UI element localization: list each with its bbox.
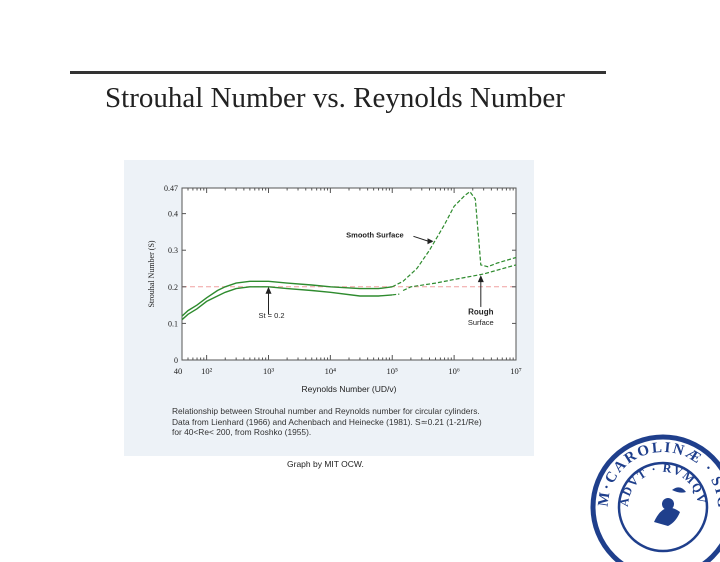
annotation-rough: Rough	[468, 307, 493, 316]
slide-title: Strouhal Number vs. Reynolds Number	[105, 82, 565, 114]
x-axis-label: Reynolds Number (UD/v)	[302, 384, 397, 394]
seal-emblem	[654, 487, 686, 526]
smooth-surface-upper-line	[391, 190, 517, 288]
caption-line: Relationship between Strouhal number and…	[172, 406, 480, 416]
x-tick-label: 40	[174, 366, 183, 376]
annotation-arrowhead	[265, 286, 272, 294]
x-tick-label: 10²	[201, 366, 213, 376]
plot-area	[181, 187, 517, 361]
annotation-surface: Surface	[468, 318, 494, 327]
annotation-smooth-surface: Smooth Surface	[346, 230, 404, 239]
caption-line: for 40<Re< 200, from Roshko (1955).	[172, 427, 312, 437]
x-tick-label: 10⁵	[387, 366, 399, 376]
y-tick-label: 0.1	[168, 319, 178, 328]
y-tick-label: 0.3	[168, 246, 178, 255]
title-rule	[70, 71, 606, 74]
smooth-surface-upper-line	[181, 280, 393, 317]
x-tick-label: 10³	[263, 366, 275, 376]
x-tick-label: 10⁴	[325, 366, 337, 376]
figure-caption: Relationship between Strouhal number and…	[172, 406, 532, 438]
seal-outer-ring	[590, 434, 720, 562]
y-tick-label: 0.4	[168, 210, 178, 219]
smooth-surface-lower-line	[181, 286, 393, 321]
annotation-arrowhead	[477, 275, 484, 283]
y-axis-label: Strouhal Number (S)	[147, 240, 156, 307]
x-tick-label: 10⁷	[510, 366, 522, 376]
y-tick-label: 0	[174, 356, 178, 365]
svg-text:ADVT · RVMQV: ADVT · RVMQV	[617, 461, 709, 508]
rough-surface-upper-line	[402, 264, 517, 292]
caption-line: Data from Lienhard (1966) and Achenbach …	[172, 416, 482, 427]
strouhal-chart: 0 0.1 0.2 0.3 0.4 0.47 40 10² 10³ 10⁴ 10⁵ 10⁶ 10⁷ Rey…	[147, 184, 522, 394]
y-tick-label: 0.47	[164, 184, 178, 193]
y-tick-label: 0.2	[168, 283, 178, 292]
university-seal-logo: M·CAROLINÆ · SIGILL ADVT · RVMQV	[588, 412, 720, 562]
annotation-st-0-2: St = 0.2	[258, 311, 284, 320]
graph-credit: Graph by MIT OCW.	[287, 459, 364, 469]
annotation-arrowhead	[427, 238, 434, 245]
smooth-surface-lower-line	[392, 293, 400, 296]
x-tick-label: 10⁶	[448, 366, 460, 376]
